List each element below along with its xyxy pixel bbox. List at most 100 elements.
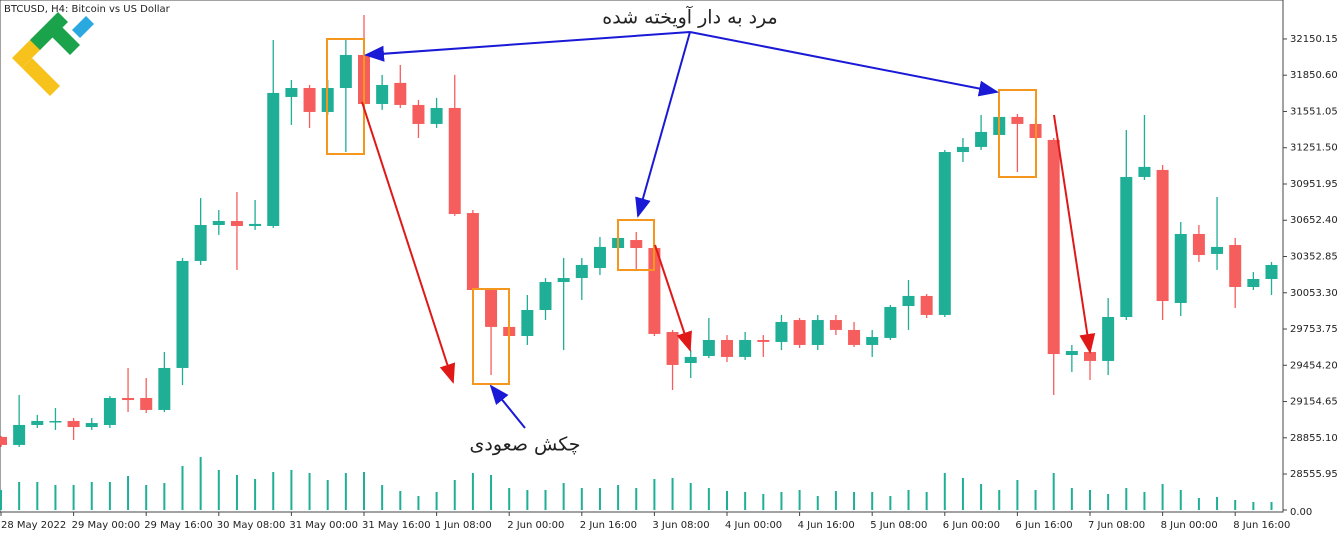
blue-arrows (364, 31, 999, 429)
y-tick-label: 31551.05 (1290, 106, 1338, 117)
candle-body (557, 278, 570, 283)
candle-body (666, 332, 679, 365)
y-tick-label: 31251.50 (1290, 143, 1338, 154)
candle-body (0, 436, 7, 445)
y2-tick-label: 0.00 (1290, 507, 1312, 518)
y-tick-label: 28555.95 (1290, 469, 1338, 480)
chart-title: BTCUSD, H4: Bitcoin vs US Dollar (4, 4, 171, 15)
x-tick-label: 4 Jun 16:00 (798, 520, 855, 531)
candle-body (122, 397, 135, 401)
x-tick-label: 28 May 2022 (1, 520, 66, 531)
candle-body (1156, 169, 1169, 302)
y-tick-label: 28855.10 (1290, 433, 1338, 444)
candle-body (1247, 278, 1260, 287)
x-tick-label: 8 Jun 16:00 (1233, 520, 1290, 531)
y-tick-label: 29454.20 (1290, 360, 1338, 371)
candle-body (13, 424, 26, 445)
candle-body (394, 82, 407, 105)
x-tick-label: 31 May 00:00 (289, 520, 358, 531)
candle-body (1065, 351, 1078, 356)
y-tick-label: 29753.75 (1290, 324, 1338, 335)
candle-body (176, 260, 189, 368)
x-tick-label: 30 May 08:00 (217, 520, 286, 531)
x-tick-label: 1 Jun 08:00 (435, 520, 492, 531)
y-tick-label: 30053.30 (1290, 288, 1338, 299)
x-tick-label: 8 Jun 00:00 (1161, 520, 1218, 531)
candle-body (1138, 166, 1151, 177)
candle-body (938, 152, 951, 315)
annotation: چکش صعودی (470, 434, 581, 456)
logo (12, 12, 94, 96)
y-tick-label: 30652.40 (1290, 215, 1338, 226)
candle-body (956, 146, 969, 153)
y-tick-label: 30352.85 (1290, 252, 1338, 263)
candle-body (811, 320, 824, 345)
candle-body (194, 225, 207, 261)
candle-body (267, 92, 280, 226)
candle-body (848, 329, 861, 345)
candle-body (448, 107, 461, 214)
candle-body (1102, 317, 1115, 361)
x-tick-label: 2 Jun 00:00 (507, 520, 564, 531)
x-tick-label: 6 Jun 00:00 (943, 520, 1000, 531)
candle-body (376, 84, 389, 104)
candle-body (140, 397, 153, 410)
candle-body (884, 306, 897, 338)
candle-body (539, 282, 552, 310)
x-tick-label: 2 Jun 16:00 (580, 520, 637, 531)
candle-body (1011, 116, 1024, 124)
x-tick-label: 4 Jun 00:00 (725, 520, 782, 531)
candle-body (521, 309, 534, 337)
candle-body (1192, 233, 1205, 256)
candle-body (49, 420, 62, 423)
candle-body (721, 340, 733, 357)
x-tick-label: 29 May 16:00 (144, 520, 213, 531)
candle-body (430, 107, 443, 124)
x-tick-label: 31 May 16:00 (362, 520, 431, 531)
candle-body (1211, 246, 1224, 254)
candle-body (829, 320, 842, 330)
y-tick-label: 31850.60 (1290, 70, 1338, 81)
candle-body (466, 213, 479, 291)
candle-body (866, 336, 879, 345)
candle-body (739, 340, 752, 357)
candle-body (485, 290, 498, 327)
candle-body (775, 321, 788, 342)
red-arrows (361, 101, 1096, 384)
candle-body (339, 54, 352, 88)
candle-body (1084, 351, 1096, 361)
candle-body (249, 223, 262, 226)
y-tick-label: 29154.65 (1290, 397, 1338, 408)
annotation: مرد به دار آویخته شده (602, 5, 777, 29)
candle-body (793, 320, 806, 345)
plot-frame (0, 0, 1284, 513)
x-tick-label: 29 May 00:00 (72, 520, 141, 531)
candle-body (158, 367, 171, 410)
candle-body (702, 340, 715, 356)
x-tick-label: 3 Jun 08:00 (652, 520, 709, 531)
candle-body (757, 340, 770, 342)
candle-body (1265, 264, 1278, 279)
candle-body (285, 87, 298, 97)
candle-body (1174, 233, 1187, 303)
candle-body (684, 356, 697, 363)
candle-body (303, 87, 316, 112)
candle-body (975, 131, 988, 147)
candle-body (630, 240, 643, 249)
candle-body (230, 221, 243, 226)
candle-body (31, 420, 44, 425)
candle-body (67, 420, 80, 428)
candle-body (212, 221, 225, 226)
candle-body (85, 423, 98, 428)
y-tick-label: 30951.95 (1290, 179, 1338, 190)
candle-body (1047, 139, 1060, 355)
candle-body (575, 264, 588, 279)
x-tick-label: 5 Jun 08:00 (870, 520, 927, 531)
candle-body (412, 104, 425, 124)
candle-body (1120, 176, 1133, 318)
candle-body (1229, 244, 1242, 287)
pattern-boxes (326, 38, 1037, 385)
candle-body (593, 246, 606, 268)
candle-body (920, 295, 933, 315)
